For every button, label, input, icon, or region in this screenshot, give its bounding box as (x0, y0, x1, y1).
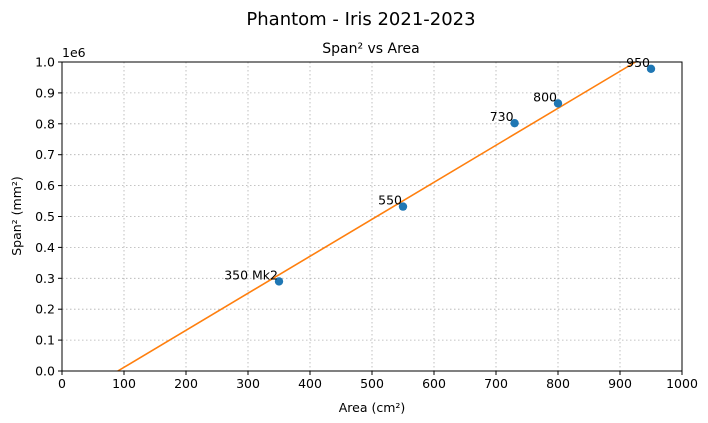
fit-line (117, 61, 636, 372)
x-tick-label: 200 (174, 376, 198, 391)
x-tick-label: 900 (608, 376, 632, 391)
y-tick-label: 0.0 (35, 364, 55, 379)
chart-title: Span² vs Area (322, 41, 420, 57)
point-label: 800 (533, 89, 557, 104)
y-tick-label: 0.7 (35, 147, 55, 162)
y-tick-label: 0.4 (35, 240, 55, 255)
chart-suptitle: Phantom - Iris 2021-2023 (246, 9, 475, 30)
y-tick-label: 0.3 (35, 271, 55, 286)
y-tick-label: 0.9 (35, 85, 55, 100)
fit-line-layer (117, 61, 636, 372)
y-tick-label: 0.5 (35, 209, 55, 224)
data-point (274, 277, 284, 286)
y-axis-label: Span² (mm²) (9, 176, 24, 256)
y-tick-label: 0.8 (35, 116, 55, 131)
data-points (274, 64, 656, 286)
point-label: 550 (378, 193, 402, 208)
grid-lines (61, 61, 683, 372)
data-point (646, 64, 656, 73)
x-tick-label: 0 (58, 376, 66, 391)
point-label: 730 (490, 109, 514, 124)
y-tick-label: 0.1 (35, 333, 55, 348)
point-label: 350 Mk2 (224, 267, 278, 282)
x-axis-label: Area (cm²) (339, 400, 406, 415)
x-tick-label: 800 (546, 376, 570, 391)
x-ticks: 0 100 200 300 400 500 600 700 800 900 1000 (58, 371, 698, 391)
y-offset-label: 1e6 (62, 45, 86, 60)
x-tick-label: 100 (112, 376, 136, 391)
x-tick-label: 1000 (666, 376, 698, 391)
y-ticks: 0.0 0.1 0.2 0.3 0.4 0.5 0.6 0.7 0.8 0.9 1.0 (35, 55, 62, 379)
x-tick-label: 400 (298, 376, 322, 391)
data-point (398, 202, 408, 211)
x-tick-label: 500 (360, 376, 384, 391)
y-tick-label: 0.2 (35, 302, 55, 317)
x-tick-label: 600 (422, 376, 446, 391)
y-tick-label: 0.6 (35, 178, 55, 193)
data-point (553, 99, 563, 108)
y-tick-label: 1.0 (35, 55, 55, 70)
data-point (510, 118, 519, 128)
x-tick-label: 700 (484, 376, 508, 391)
x-tick-label: 300 (236, 376, 260, 391)
